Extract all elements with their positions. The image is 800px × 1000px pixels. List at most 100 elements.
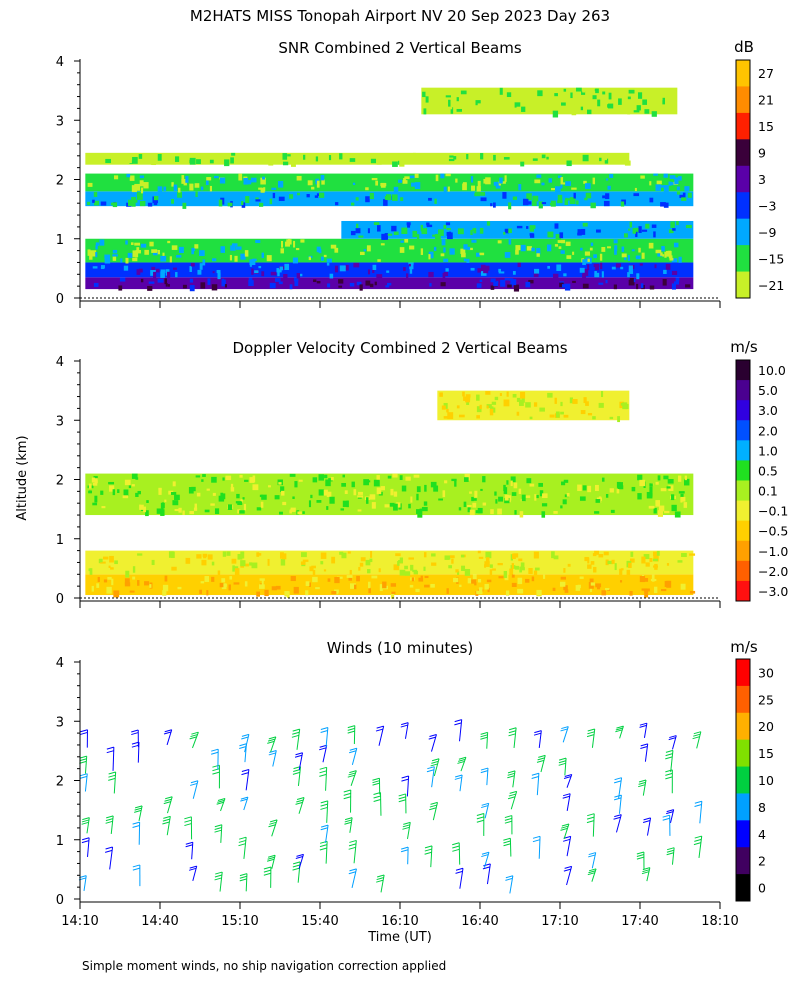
heatmap-speckle (112, 202, 118, 208)
heatmap-speckle (259, 584, 265, 589)
heatmap-speckle (514, 109, 517, 113)
heatmap-speckle (211, 561, 215, 566)
heatmap-speckle (448, 565, 453, 569)
wind-barb (532, 835, 541, 859)
colorbar-label: −0.1 (758, 504, 788, 519)
heatmap-speckle (467, 578, 472, 584)
heatmap-speckle (349, 569, 352, 575)
heatmap-speckle (561, 481, 566, 486)
heatmap-speckle (272, 192, 276, 199)
wind-barb (402, 821, 411, 839)
heatmap-speckle (660, 252, 663, 256)
heatmap-speckle (558, 246, 562, 249)
wind-barb (185, 841, 194, 860)
heatmap-speckle (671, 258, 678, 263)
heatmap-speckle (649, 285, 655, 290)
heatmap-speckle (493, 281, 499, 287)
heatmap-speckle (135, 492, 139, 497)
heatmap-speckle (499, 177, 503, 184)
heatmap-speckle (171, 199, 174, 204)
y-tick-label: 1 (56, 233, 64, 248)
heatmap-speckle (627, 96, 631, 100)
heatmap-speckle (371, 177, 378, 181)
heatmap-speckle (291, 160, 296, 167)
heatmap-speckle (554, 244, 559, 247)
heatmap-speckle (525, 281, 531, 288)
panel-title: SNR Combined 2 Vertical Beams (278, 39, 521, 57)
heatmap-speckle (511, 563, 514, 569)
heatmap-speckle (466, 258, 470, 263)
heatmap-speckle (629, 591, 633, 596)
heatmap-speckle (429, 283, 432, 287)
heatmap-speckle (506, 480, 509, 485)
heatmap-speckle (577, 584, 581, 589)
heatmap-speckle (384, 504, 390, 508)
heatmap-speckle (138, 268, 143, 273)
wind-barb (132, 864, 141, 887)
heatmap-speckle (261, 494, 267, 500)
y-tick-label: 4 (56, 355, 64, 370)
heatmap-speckle (409, 269, 413, 274)
x-tick-label: 17:10 (541, 914, 578, 929)
heatmap-speckle (459, 95, 463, 101)
heatmap-speckle (324, 474, 328, 479)
heatmap-speckle (195, 191, 198, 198)
heatmap-speckle (382, 581, 387, 589)
heatmap-speckle (658, 505, 665, 512)
heatmap-speckle (580, 410, 586, 415)
heatmap-speckle (455, 569, 459, 573)
heatmap-speckle (89, 568, 93, 575)
colorbar-swatch (736, 712, 750, 741)
heatmap-speckle (566, 255, 572, 259)
heatmap-speckle (331, 556, 336, 564)
heatmap-speckle (404, 571, 411, 576)
heatmap-speckle (145, 510, 149, 517)
heatmap-speckle (610, 509, 615, 513)
heatmap-speckle (503, 231, 506, 235)
heatmap-speckle (547, 265, 550, 269)
heatmap-speckle (408, 262, 414, 265)
heatmap-speckle (453, 577, 459, 583)
heatmap-speckle (157, 278, 164, 283)
heatmap-speckle (351, 202, 355, 206)
heatmap-speckle (471, 498, 477, 501)
wind-barb (430, 758, 440, 777)
heatmap-speckle (282, 501, 287, 506)
heatmap-speckle (518, 100, 523, 107)
heatmap-speckle (260, 177, 266, 185)
heatmap-speckle (278, 482, 282, 485)
heatmap-speckle (256, 591, 260, 597)
heatmap-speckle (519, 511, 524, 518)
heatmap-speckle (466, 154, 469, 160)
heatmap-speckle (684, 478, 690, 486)
heatmap-speckle (669, 175, 676, 179)
heatmap-speckle (300, 239, 305, 243)
heatmap-speckle (342, 500, 348, 507)
heatmap-speckle (254, 270, 259, 274)
wind-barb (134, 805, 143, 821)
heatmap-speckle (323, 254, 327, 258)
heatmap-speckle (490, 509, 494, 515)
wind-barb (216, 798, 226, 812)
heatmap-speckle (506, 391, 509, 397)
heatmap-speckle (183, 181, 187, 186)
heatmap-speckle (551, 188, 557, 191)
heatmap-speckle (471, 239, 477, 243)
heatmap-speckle (474, 490, 478, 498)
heatmap-speckle (411, 182, 416, 187)
heatmap-speckle (410, 564, 414, 571)
heatmap-speckle (674, 511, 681, 518)
colorbar: 27 21 15 9 3 −3 −9 −15 −21 dB (734, 38, 784, 299)
heatmap-speckle (432, 234, 438, 237)
heatmap-speckle (514, 565, 519, 570)
heatmap-speckle (585, 192, 592, 199)
heatmap-speckle (127, 252, 133, 258)
heatmap-speckle (156, 508, 163, 514)
wind-barb (504, 815, 513, 835)
heatmap-speckle (385, 285, 390, 288)
heatmap-speckle (233, 566, 239, 570)
heatmap-speckle (209, 159, 214, 164)
heatmap-speckle (94, 200, 100, 206)
heatmap-speckle (372, 268, 375, 273)
heatmap-speckle (508, 202, 512, 210)
